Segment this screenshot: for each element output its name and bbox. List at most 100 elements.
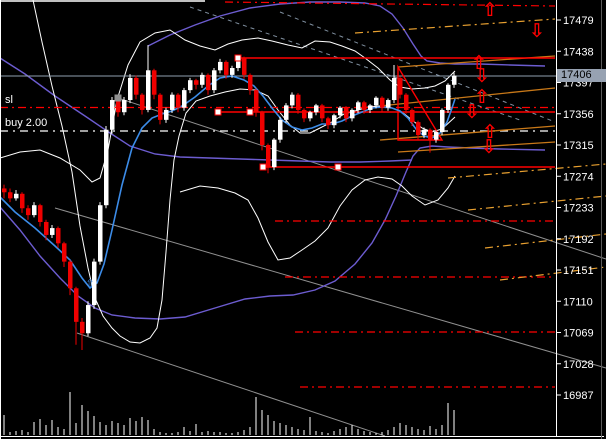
candle — [98, 202, 103, 265]
price-axis-label: 17110 — [563, 296, 593, 308]
candle — [422, 127, 427, 139]
candle — [74, 286, 79, 345]
candle — [38, 203, 43, 227]
purple-upper-band — [147, 1, 546, 67]
candle — [104, 125, 109, 209]
signal-arrow-up-icon[interactable]: ⇧ — [482, 121, 498, 143]
candle — [20, 192, 25, 213]
buy-entry-arrow-icon[interactable]: ⇧ — [85, 277, 94, 290]
candle — [8, 188, 13, 203]
red-triangle-object[interactable] — [397, 64, 444, 141]
candle — [110, 96, 115, 134]
purple-middle-band — [0, 57, 413, 163]
candle — [248, 73, 253, 95]
candle — [200, 72, 205, 88]
price-axis-label: 17274 — [563, 171, 594, 183]
candle — [440, 108, 445, 136]
candle — [260, 110, 265, 151]
candle — [212, 68, 217, 94]
line-handle-square[interactable] — [114, 94, 122, 102]
buy-order-label[interactable]: buy 2.00 — [5, 117, 48, 129]
candle — [362, 100, 367, 114]
line-handle-square[interactable] — [234, 54, 242, 62]
orange-channel-line[interactable] — [397, 141, 556, 153]
signal-arrow-up-icon[interactable]: ⇧ — [471, 52, 487, 74]
candle — [374, 96, 379, 109]
pivot-line-red[interactable] — [224, 1, 556, 7]
gray-trendline[interactable] — [76, 332, 386, 437]
candle — [2, 184, 7, 199]
orange-dashed-level[interactable] — [447, 163, 606, 179]
purple-lower-band — [0, 145, 546, 320]
orange-dashed-level[interactable] — [467, 195, 606, 211]
candle — [410, 108, 415, 126]
candle — [302, 108, 307, 123]
candle — [218, 58, 223, 74]
candle — [14, 189, 19, 201]
candle — [224, 60, 229, 79]
candle — [266, 143, 271, 174]
candle — [146, 45, 151, 113]
candle — [152, 68, 157, 100]
orange-channel-line[interactable] — [379, 87, 556, 107]
candle — [278, 116, 283, 143]
candle — [44, 219, 49, 241]
line-handle-square[interactable] — [334, 163, 342, 171]
orange-channel-line[interactable] — [379, 125, 556, 141]
candle — [92, 258, 97, 309]
candle — [434, 130, 439, 143]
candle — [134, 75, 139, 100]
candle — [380, 96, 385, 112]
candle — [26, 205, 31, 220]
candle — [386, 98, 391, 111]
line-handle-square[interactable] — [259, 163, 267, 171]
candle — [254, 88, 259, 117]
candle — [392, 64, 397, 104]
signal-arrow-down-icon[interactable]: ⇩ — [529, 20, 545, 42]
gray-trendline[interactable] — [117, 97, 606, 260]
signal-arrow-up-icon[interactable]: ⇧ — [482, 0, 498, 21]
candle — [182, 87, 187, 111]
price-axis-label: 17233 — [563, 203, 594, 215]
candle — [68, 260, 73, 296]
stop-loss-label[interactable]: sl — [5, 94, 13, 106]
candle — [32, 202, 37, 218]
orange-dashed-level[interactable] — [484, 233, 606, 249]
gray-dashed-trendline[interactable] — [279, 11, 556, 123]
gray-trendline[interactable] — [54, 207, 606, 369]
candle — [80, 318, 85, 351]
signal-arrow-down-icon[interactable]: ⇩ — [481, 136, 497, 158]
line-handle-square[interactable] — [214, 108, 222, 116]
candle — [428, 128, 433, 153]
candle — [170, 92, 175, 113]
candle — [314, 103, 319, 116]
candle — [188, 77, 193, 94]
price-axis-label: 17438 — [563, 46, 594, 58]
signal-arrow-down-icon[interactable]: ⇩ — [474, 65, 490, 87]
candle — [122, 96, 127, 116]
candle — [176, 93, 181, 113]
candle — [284, 103, 289, 123]
candle — [368, 103, 373, 113]
candle — [194, 78, 199, 90]
candle — [308, 110, 313, 122]
candle — [320, 103, 325, 123]
candle — [398, 76, 403, 99]
candle — [242, 56, 247, 79]
signal-arrow-up-icon[interactable]: ⇧ — [474, 86, 490, 108]
candle — [206, 73, 211, 95]
candle — [290, 92, 295, 109]
candle — [338, 106, 343, 119]
price-axis-label: 17028 — [563, 359, 594, 371]
current-price-tag: 17406 — [557, 69, 606, 82]
line-handle-square[interactable] — [246, 108, 254, 116]
candle — [452, 72, 457, 88]
gray-dashed-trendline[interactable] — [189, 6, 521, 121]
signal-arrow-down-icon[interactable]: ⇩ — [464, 101, 480, 123]
orange-dashed-level[interactable] — [354, 18, 556, 34]
price-axis-label: 17151 — [563, 265, 594, 277]
moving-average-line — [0, 75, 456, 290]
candle — [296, 93, 301, 114]
